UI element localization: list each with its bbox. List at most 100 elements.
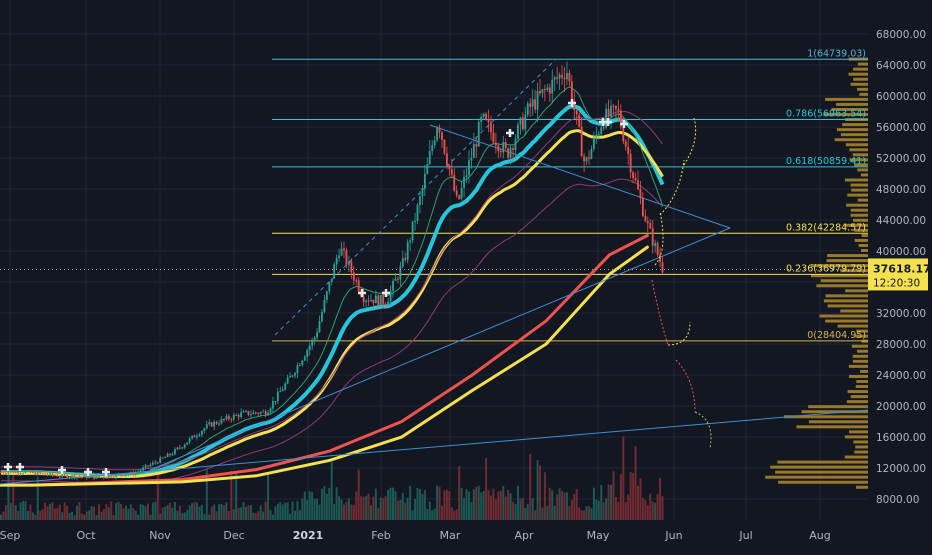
candle-body <box>485 113 487 120</box>
volume-profile-bar <box>861 249 868 253</box>
candle-body <box>178 447 181 449</box>
volume-profile-bar <box>827 304 868 308</box>
volume-profile-bar <box>850 183 868 187</box>
volume-profile-bar <box>778 480 868 484</box>
candle-body <box>68 477 71 479</box>
fib-level-label: 0.382(42284.57) <box>786 222 866 233</box>
volume-bar <box>208 514 211 520</box>
volume-profile-bar <box>855 445 868 449</box>
volume-bar <box>639 478 642 520</box>
volume-bar <box>181 513 184 520</box>
volume-bar <box>139 504 142 520</box>
volume-profile-bar <box>856 329 868 333</box>
candle-body <box>137 471 140 473</box>
volume-bar <box>320 488 323 520</box>
candle-body <box>125 474 127 477</box>
candle-body <box>561 74 563 78</box>
volume-bar <box>205 468 208 520</box>
candle-body <box>129 472 132 475</box>
candle-body <box>372 299 375 304</box>
price-tick-label: 40000.00 <box>876 246 926 258</box>
volume-bar <box>565 492 568 520</box>
candle-body <box>117 474 120 476</box>
volume-bar <box>269 509 272 520</box>
candle-body <box>29 470 32 473</box>
volume-bar <box>34 514 37 520</box>
candle-body <box>399 266 402 280</box>
volume-bar <box>112 515 115 520</box>
volume-bar <box>232 509 235 520</box>
candle-body <box>291 375 294 377</box>
volume-bar <box>514 504 517 520</box>
candle-body <box>267 412 269 416</box>
volume-bar <box>176 510 179 520</box>
volume-bar <box>406 497 409 520</box>
candle-body <box>502 142 505 153</box>
candle-body <box>404 258 407 260</box>
volume-bar <box>580 510 583 520</box>
volume-bar <box>294 510 296 520</box>
price-tick-label: 60000.00 <box>876 91 926 103</box>
volume-bar <box>313 498 316 520</box>
volume-profile-bar <box>860 369 868 373</box>
moving-average-line <box>0 245 649 487</box>
candle-body <box>539 90 541 94</box>
volume-profile-bar <box>849 158 868 162</box>
volume-profile-bar <box>860 173 868 177</box>
candle-body <box>519 117 522 125</box>
candle-body <box>213 421 216 427</box>
volume-bar <box>51 502 54 520</box>
candle-body <box>600 127 603 135</box>
volume-bar <box>335 487 338 520</box>
volume-bar <box>519 498 522 520</box>
candle-body <box>632 172 634 179</box>
volume-bar <box>583 510 586 520</box>
candle-body <box>227 416 230 420</box>
volume-bar <box>428 501 431 520</box>
volume-profile-bar <box>844 223 868 227</box>
volume-bar <box>186 510 189 520</box>
volume-bar <box>448 491 451 520</box>
volume-bar <box>561 491 564 520</box>
volume-bar <box>227 511 230 520</box>
fib-level-label: 0.786(56963.54) <box>786 109 866 120</box>
candle-body <box>465 175 468 177</box>
candle-body <box>401 258 404 267</box>
candle-body <box>76 476 78 479</box>
volume-bar <box>240 507 243 520</box>
candle-body <box>455 190 458 196</box>
volume-bar <box>316 498 319 520</box>
candle-body <box>634 178 637 181</box>
volume-profile-bar <box>852 359 868 363</box>
volume-profile-bar <box>852 354 868 358</box>
candle-body <box>262 411 265 413</box>
candle-body <box>154 462 157 464</box>
time-tick-label: Oct <box>76 529 96 542</box>
candle-body <box>303 356 306 361</box>
candle-body <box>426 163 429 174</box>
volume-bar <box>534 510 537 520</box>
candle-body <box>585 157 588 162</box>
time-axis[interactable]: Sep Oct Nov Dec 2021 Feb Mar Apr May Jun Jul Aug <box>0 529 831 542</box>
time-tick-label: Apr <box>514 529 534 542</box>
volume-bar <box>80 513 83 520</box>
last-price-value: 37618.17 <box>873 262 931 275</box>
candle-body <box>377 295 380 306</box>
candle-body <box>548 87 551 94</box>
volume-profile-bar <box>819 314 868 318</box>
volume-bar <box>369 505 372 520</box>
volume-bar <box>247 505 250 520</box>
volume-bar <box>124 505 127 520</box>
candle-body <box>414 220 416 222</box>
candle-body <box>110 475 113 478</box>
candle-body <box>526 103 529 115</box>
volume-bar <box>455 509 458 520</box>
projection-arrows <box>651 117 712 449</box>
volume-bar <box>649 493 652 520</box>
candle-body <box>196 435 198 438</box>
volume-bar <box>340 499 343 520</box>
volume-bar <box>325 493 328 520</box>
trend-line <box>429 124 731 229</box>
